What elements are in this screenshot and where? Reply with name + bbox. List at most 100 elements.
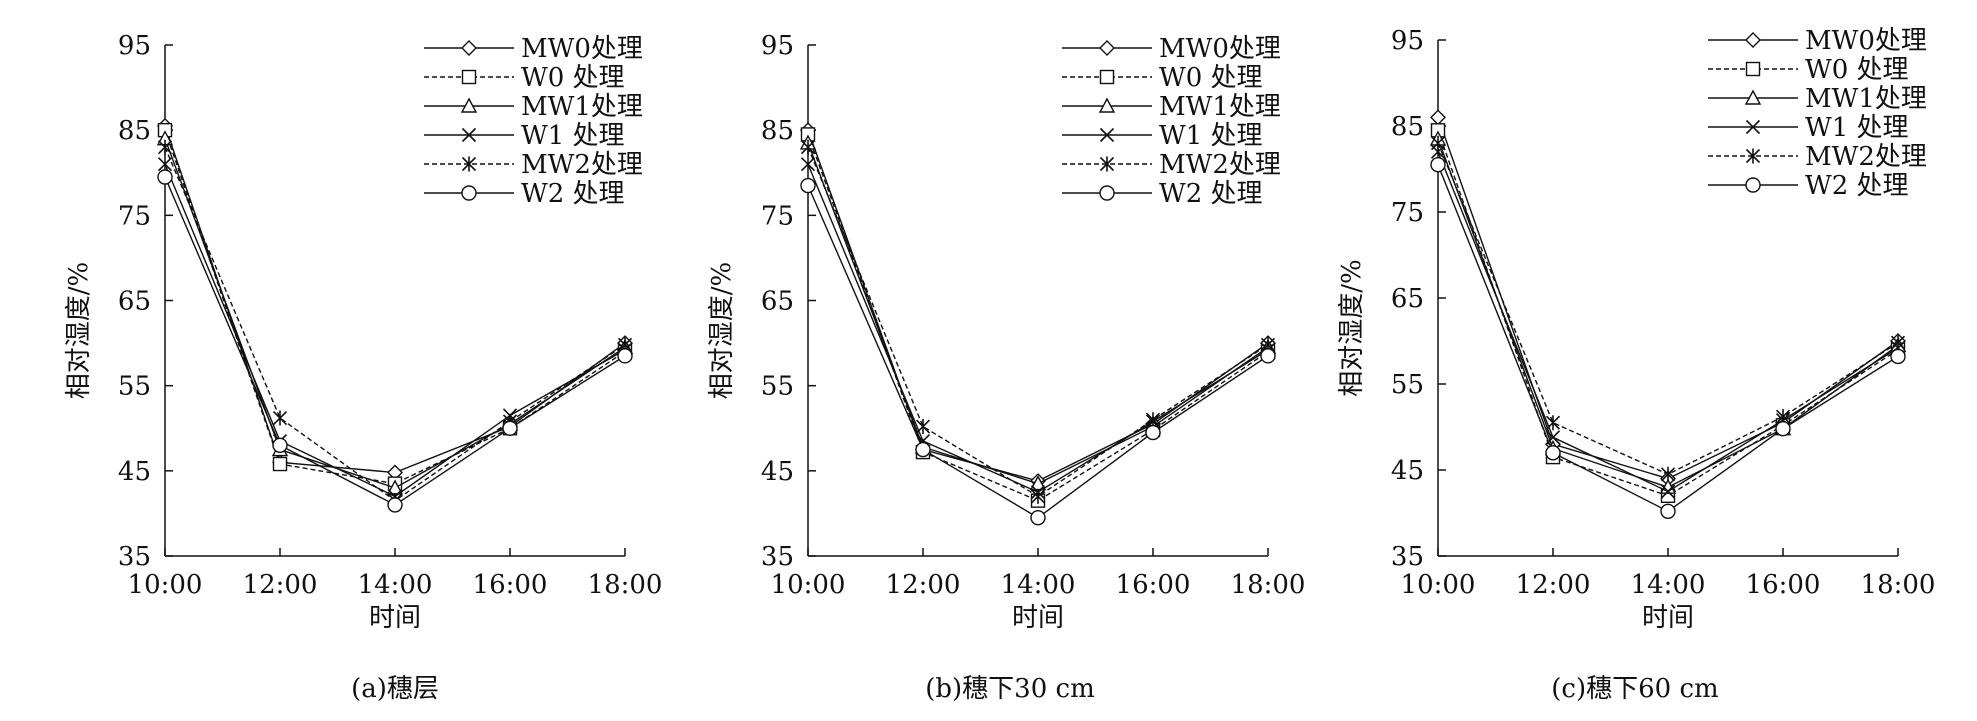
data-point-marker	[1890, 335, 1906, 351]
x-tick-label: 10:00	[1401, 570, 1476, 600]
legend-label: MW1处理	[1159, 92, 1281, 122]
series-line	[1437, 151, 1899, 493]
y-tick-label: 65	[1391, 284, 1424, 314]
y-tick-label: 85	[118, 116, 151, 146]
series-line	[807, 163, 1269, 493]
y-tick-label: 75	[1391, 198, 1424, 228]
series-line	[164, 176, 626, 506]
x-axis-title: 时间	[1642, 603, 1694, 633]
x-axis-title: 时间	[369, 603, 421, 633]
y-tick-label: 45	[118, 457, 151, 487]
legend-label: W0 处理	[1159, 63, 1263, 93]
legend-label: MW1处理	[521, 92, 643, 122]
x-tick-label: 12:00	[243, 570, 318, 600]
y-axis-title: 相对湿度/%	[707, 262, 737, 399]
legend-marker	[1745, 119, 1761, 135]
x-tick-label: 12:00	[1516, 570, 1591, 600]
data-point-marker	[157, 169, 173, 185]
y-tick-label: 35	[1391, 542, 1424, 572]
legend-marker	[1099, 69, 1115, 85]
legend-label: MW1处理	[1805, 84, 1927, 114]
y-axis-title: 相对湿度/%	[1337, 259, 1367, 396]
legend-label: W2 处理	[521, 179, 625, 209]
data-point-marker	[1430, 135, 1446, 151]
legend-marker	[461, 156, 477, 172]
data-point-marker	[800, 157, 816, 172]
legend-marker	[460, 97, 478, 113]
data-point-marker	[1430, 156, 1446, 173]
y-tick-label: 65	[761, 287, 794, 317]
y-tick-label: 95	[761, 31, 794, 61]
y-tick-label: 45	[1391, 456, 1424, 486]
data-point-marker	[272, 437, 288, 453]
legend-marker	[1099, 156, 1115, 172]
legend-label: W0 处理	[1805, 55, 1909, 85]
y-tick-label: 85	[1391, 112, 1424, 142]
x-tick-label: 12:00	[886, 570, 961, 600]
legend-marker	[461, 185, 477, 201]
series-5	[1430, 135, 1906, 482]
data-point-marker	[1660, 466, 1676, 482]
legend-marker	[461, 40, 477, 56]
y-tick-label: 55	[761, 372, 794, 402]
y-tick-label: 75	[118, 201, 151, 231]
data-point-marker	[800, 139, 816, 155]
x-tick-label: 18:00	[588, 570, 663, 600]
legend-marker	[1098, 97, 1116, 113]
legend-marker	[1745, 61, 1761, 77]
x-tick-label: 14:00	[1631, 570, 1706, 600]
chart-panel-3: 35 45 55 65 75 85 95 10:00 12:00 14:00 16:00 18:00 时…	[1337, 26, 1935, 704]
x-axis-title: 时间	[1012, 603, 1064, 633]
legend-label: W1 处理	[1159, 121, 1263, 151]
legend-label: W1 处理	[1805, 113, 1909, 143]
y-tick-label: 85	[761, 116, 794, 146]
y-tick-label: 45	[761, 457, 794, 487]
data-point-marker	[1145, 424, 1161, 441]
data-point-marker	[617, 348, 633, 364]
legend-label: MW0处理	[1805, 26, 1927, 56]
chart-panel-2: 35 45 55 65 75 85 95 10:00 12:00 14:00 16:00 18:00 时…	[707, 31, 1305, 704]
series-4	[157, 157, 633, 504]
data-point-marker	[502, 420, 518, 436]
y-tick-label: 35	[761, 542, 794, 572]
data-point-marker	[157, 157, 173, 172]
y-tick-label: 55	[1391, 370, 1424, 400]
data-point-marker	[1545, 415, 1561, 431]
y-tick-label: 55	[118, 372, 151, 402]
data-point-marker	[272, 456, 288, 472]
y-tick-label: 75	[761, 201, 794, 231]
x-tick-label: 16:00	[1116, 570, 1191, 600]
legend-label: MW0处理	[1159, 34, 1281, 64]
legend-marker	[1099, 40, 1115, 56]
legend-label: MW0处理	[521, 34, 643, 64]
panel-caption: (a)穗层	[351, 674, 439, 704]
data-point-marker	[1145, 412, 1161, 428]
y-axis-title: 相对湿度/%	[64, 262, 94, 399]
legend-label: MW2处理	[1805, 142, 1927, 172]
legend-label: W0 处理	[521, 63, 625, 93]
data-point-marker	[272, 410, 288, 426]
series-6	[157, 169, 633, 513]
y-tick-label: 95	[1391, 26, 1424, 56]
series-6	[1430, 156, 1906, 519]
x-tick-label: 10:00	[771, 570, 846, 600]
data-point-marker	[1545, 445, 1561, 461]
legend-marker	[1099, 127, 1115, 143]
legend-marker	[1744, 89, 1762, 105]
data-point-marker	[800, 177, 816, 194]
legend-marker	[1745, 32, 1761, 48]
legend-label: W2 处理	[1159, 179, 1263, 209]
x-tick-label: 14:00	[358, 570, 433, 600]
series-line	[164, 163, 626, 498]
data-point-marker	[1260, 348, 1276, 364]
series-line	[807, 185, 1269, 519]
x-tick-label: 16:00	[473, 570, 548, 600]
data-point-marker	[1030, 509, 1046, 526]
x-tick-label: 16:00	[1746, 570, 1821, 600]
legend-marker	[461, 69, 477, 85]
series-line	[164, 129, 626, 485]
legend-label: MW2处理	[521, 150, 643, 180]
